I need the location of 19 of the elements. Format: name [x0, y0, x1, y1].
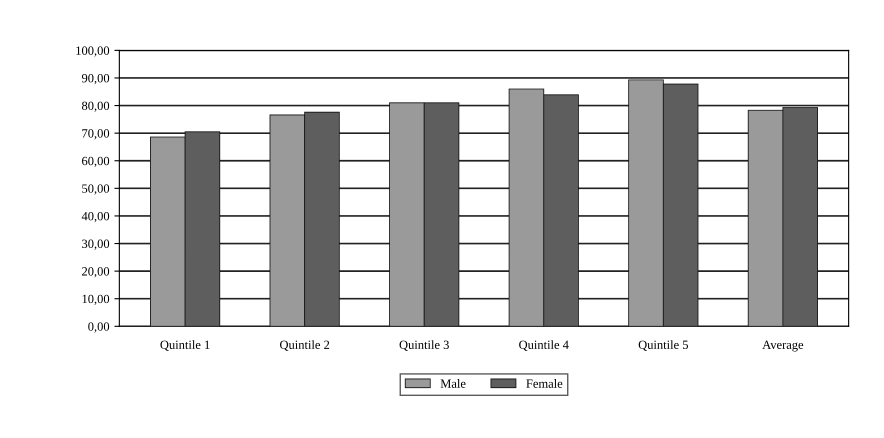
y-tick-label: 100,00	[76, 46, 110, 57]
x-tick-label: Quintile 5	[638, 340, 688, 351]
x-tick-label: Quintile 1	[160, 340, 210, 351]
y-tick-label: 30,00	[82, 240, 110, 250]
legend-label: Female	[526, 379, 562, 388]
y-tick-label: 50,00	[82, 184, 110, 195]
x-tick-label: Quintile 3	[400, 340, 449, 351]
y-tick-label: 20,00	[82, 267, 110, 278]
y-tick-label: 40,00	[82, 212, 110, 222]
y-tick-label: 10,00	[82, 294, 110, 305]
y-tick-label: 60,00	[82, 156, 110, 168]
x-tick-label: Quintile 2	[280, 340, 330, 351]
y-tick-label: 80,00	[82, 102, 110, 112]
y-tick-label: 70,00	[82, 129, 110, 140]
x-tick-label: Quintile 4	[519, 340, 569, 351]
y-tick-label: 0,00	[88, 322, 110, 333]
y-tick-label: 90,00	[82, 74, 110, 84]
x-tick-label: Average	[762, 340, 804, 352]
legend-label: Male	[440, 379, 466, 388]
